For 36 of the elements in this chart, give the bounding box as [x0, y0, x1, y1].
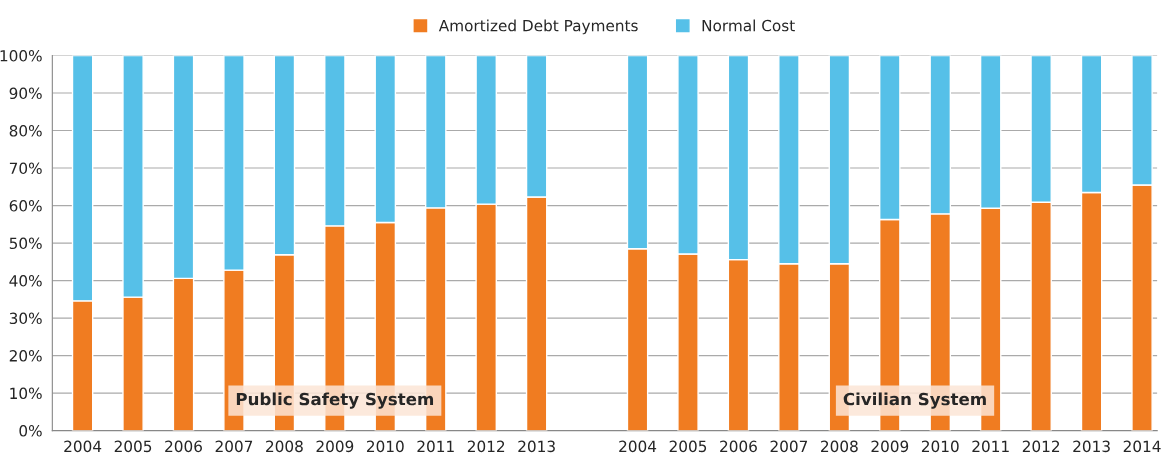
x-tick-label: 2011 [972, 440, 1009, 453]
y-tick-label: 0% [19, 425, 42, 437]
x-tick-label: 2012 [467, 440, 505, 453]
x-tick-label: 2009 [871, 440, 909, 453]
y-tick-label: 80% [9, 125, 42, 137]
x-tick-label: 2008 [266, 440, 303, 453]
y-tick-label: 30% [9, 312, 42, 325]
x-tick-label: 2005 [669, 440, 707, 453]
x-tick-label: 2013 [518, 440, 555, 453]
x-tick-label: 2010 [921, 440, 959, 453]
y-tick-label: 10% [10, 387, 42, 400]
annotation: Public Safety System [236, 392, 434, 409]
y-tick-label: 40% [9, 275, 42, 287]
x-tick-label: 2005 [114, 440, 152, 453]
y-tick-label: 70% [9, 162, 42, 175]
y-tick-label: 20% [9, 350, 42, 362]
legend-label: Amortized Debt Payments [438, 19, 638, 35]
x-tick-label: 2011 [417, 440, 454, 453]
x-tick-label: 2009 [316, 440, 354, 453]
y-tick-label: 100% [0, 50, 42, 62]
x-tick-label: 2006 [165, 440, 202, 453]
x-tick-label: 2004 [619, 440, 657, 453]
annotation: Civilian System [843, 392, 986, 409]
y-tick-label: 50% [9, 237, 42, 250]
x-tick-label: 2014 [1123, 440, 1161, 453]
x-tick-label: 2007 [215, 440, 253, 453]
y-tick-label: 90% [9, 87, 42, 100]
legend-label: Normal Cost [702, 19, 795, 32]
x-tick-label: 2010 [366, 440, 404, 453]
x-tick-label: 2004 [64, 440, 102, 453]
x-tick-label: 2007 [770, 440, 808, 453]
x-tick-label: 2008 [821, 440, 858, 453]
y-tick-label: 60% [9, 200, 42, 212]
x-tick-label: 2006 [720, 440, 757, 453]
x-tick-label: 2012 [1022, 440, 1060, 453]
x-tick-label: 2013 [1073, 440, 1110, 453]
